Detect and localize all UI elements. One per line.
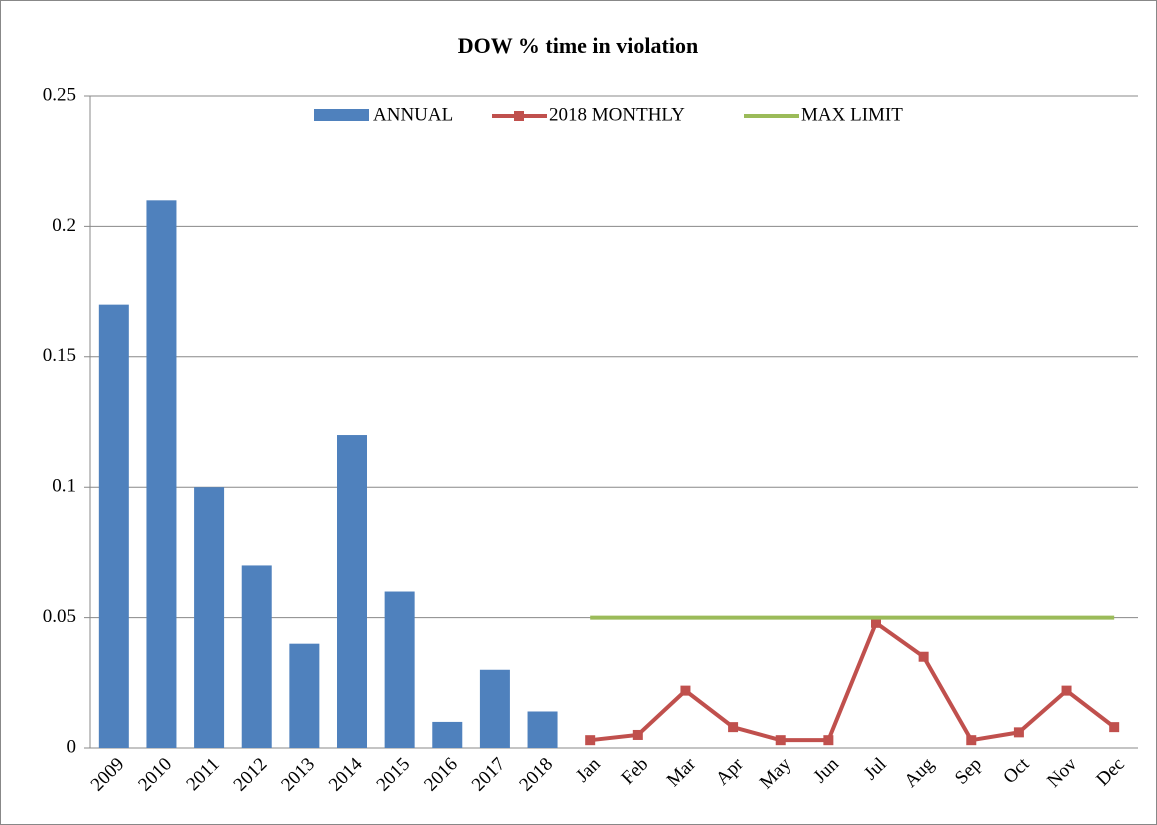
y-tick-label: 0 <box>67 736 77 757</box>
marker <box>823 735 834 746</box>
marker <box>871 617 881 628</box>
marker <box>632 729 643 740</box>
bar <box>146 200 177 748</box>
marker <box>1013 727 1024 738</box>
line <box>589 620 1116 743</box>
marker <box>966 735 977 746</box>
bar <box>527 711 558 748</box>
legend-label: 2018 MONTHLY <box>549 104 685 125</box>
y-tick-label: 0.25 <box>43 84 76 105</box>
bar <box>337 435 367 748</box>
y-tick-label: 0.2 <box>52 215 76 236</box>
y-tick-label: 0.05 <box>43 606 76 627</box>
marker <box>1109 722 1120 733</box>
chart-title: DOW % time in violation <box>458 33 698 58</box>
bar <box>432 721 463 748</box>
marker <box>775 735 786 746</box>
y-tick-label: 0.15 <box>43 345 76 366</box>
marker <box>918 651 929 662</box>
bar <box>289 643 320 748</box>
bar <box>98 304 129 748</box>
legend-label: MAX LIMIT <box>801 104 903 125</box>
marker <box>728 722 739 733</box>
bar <box>194 487 225 748</box>
marker <box>680 685 691 696</box>
y-tick-label: 0.1 <box>52 476 76 497</box>
marker <box>585 735 596 746</box>
legend-swatch <box>514 111 524 121</box>
legend-swatch <box>314 109 369 121</box>
bar <box>241 565 272 748</box>
marker <box>1061 685 1072 696</box>
legend-label: ANNUAL <box>373 104 453 125</box>
bar <box>384 591 415 748</box>
bar <box>479 669 510 748</box>
legend: ANNUAL 2018 MONTHLY MAX LIMIT <box>314 104 903 125</box>
